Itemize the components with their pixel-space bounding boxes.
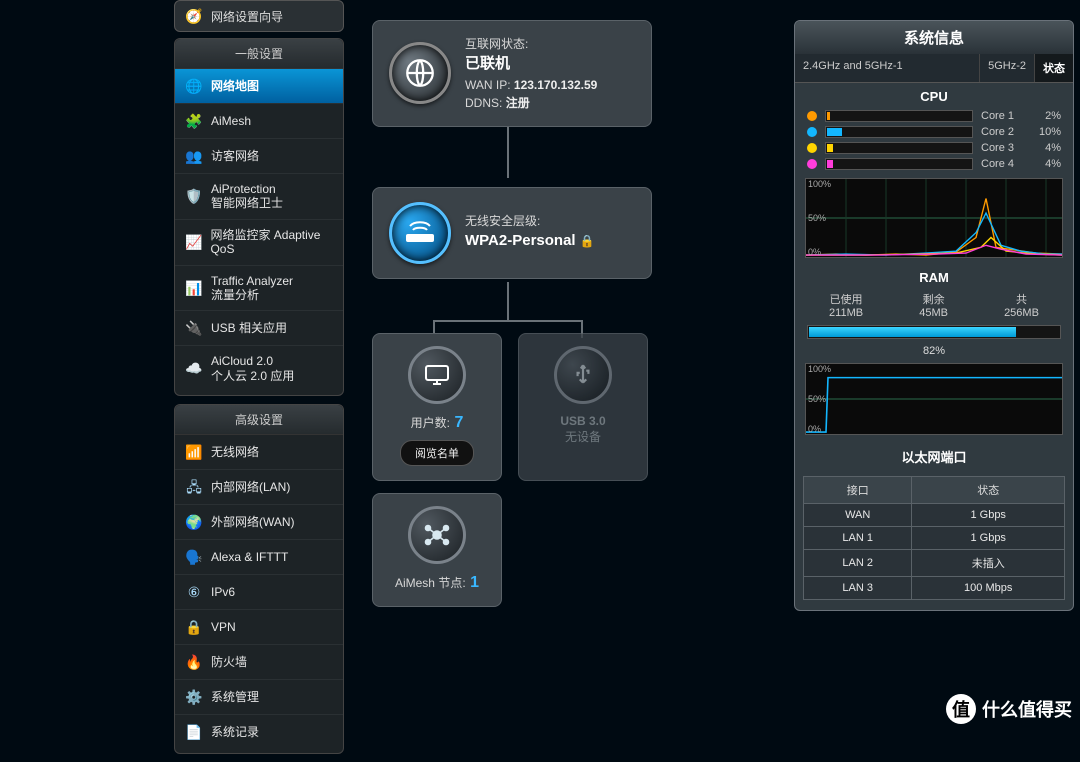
globe-icon	[389, 42, 451, 104]
wizard-icon: 🧭	[185, 7, 203, 25]
status-panel: 系统信息 2.4GHz and 5GHz-15GHz-2状态 CPU Core …	[794, 20, 1074, 611]
nav-icon: 🌍	[185, 513, 203, 531]
sidebar-item[interactable]: 🌍外部网络(WAN)	[175, 504, 343, 539]
nav-icon: 📊	[185, 279, 203, 297]
nav-icon: 🌐	[185, 77, 203, 95]
sidebar-group-advanced: 高级设置 📶无线网络🖧内部网络(LAN)🌍外部网络(WAN)🗣️Alexa & …	[174, 404, 344, 754]
ram-summary: 已使用211MB 剩余45MB 共256MB	[795, 289, 1073, 321]
nav-icon: 🖧	[185, 478, 203, 496]
status-tab[interactable]: 2.4GHz and 5GHz-1	[795, 54, 980, 82]
nav-icon: 🔒	[185, 618, 203, 636]
ram-heading: RAM	[795, 264, 1073, 289]
nav-icon: 🗣️	[185, 548, 203, 566]
sidebar-item[interactable]: 🗣️Alexa & IFTTT	[175, 539, 343, 574]
nav-icon: 🛡️	[185, 187, 203, 205]
status-tab[interactable]: 状态	[1035, 54, 1073, 82]
clients-card[interactable]: 用户数: 7 阅览名单	[372, 333, 502, 481]
ram-bar	[807, 325, 1061, 339]
wizard-label: 网络设置向导	[211, 8, 283, 25]
sidebar-item[interactable]: 📶无线网络	[175, 435, 343, 469]
cpu-core-row: Core 12%	[795, 108, 1073, 124]
sidebar-item[interactable]: 🖧内部网络(LAN)	[175, 469, 343, 504]
eth-table: 接口状态WAN1 GbpsLAN 11 GbpsLAN 2未插入LAN 3100…	[803, 476, 1065, 600]
status-tab[interactable]: 5GHz-2	[980, 54, 1035, 82]
sidebar-item[interactable]: 🔥防火墙	[175, 644, 343, 679]
aimesh-icon	[408, 506, 466, 564]
main-area: 互联网状态: 已联机 WAN IP: 123.170.132.59 DDNS: …	[348, 0, 1080, 762]
sidebar-group-general: 一般设置 🌐网络地图🧩AiMesh👥访客网络🛡️AiProtection 智能网…	[174, 38, 344, 396]
nav-icon: ⚙️	[185, 688, 203, 706]
usb-card[interactable]: USB 3.0 无设备	[518, 333, 648, 481]
cpu-core-row: Core 44%	[795, 156, 1073, 172]
sidebar-item[interactable]: 📄系统记录	[175, 714, 343, 749]
sidebar-item[interactable]: 🛡️AiProtection 智能网络卫士	[175, 173, 343, 219]
usb-icon	[554, 346, 612, 404]
sidebar-item-wizard[interactable]: 🧭 网络设置向导	[174, 0, 344, 32]
security-card[interactable]: 无线安全层级: WPA2-Personal🔒	[372, 187, 652, 279]
internet-card[interactable]: 互联网状态: 已联机 WAN IP: 123.170.132.59 DDNS: …	[372, 20, 652, 127]
router-icon	[389, 202, 451, 264]
nav-icon: 📄	[185, 723, 203, 741]
nav-icon: 🔌	[185, 319, 203, 337]
ram-graph: 100%50%0%	[805, 363, 1063, 435]
aimesh-row: AiMesh 节点: 1	[372, 493, 662, 607]
mini-row: 用户数: 7 阅览名单 USB 3.0 无设备	[372, 333, 662, 481]
nav-icon: 👥	[185, 147, 203, 165]
cpu-core-row: Core 210%	[795, 124, 1073, 140]
group-title-advanced: 高级设置	[175, 405, 343, 435]
sidebar-item[interactable]: 🔒VPN	[175, 609, 343, 644]
sidebar: 🧭 网络设置向导 一般设置 🌐网络地图🧩AiMesh👥访客网络🛡️AiProte…	[170, 0, 348, 762]
sidebar-item[interactable]: ☁️AiCloud 2.0 个人云 2.0 应用	[175, 345, 343, 391]
security-info: 无线安全层级: WPA2-Personal🔒	[465, 212, 595, 253]
nav-icon: 🧩	[185, 112, 203, 130]
lock-icon: 🔒	[580, 234, 595, 248]
sidebar-item[interactable]: ⑥IPv6	[175, 574, 343, 609]
status-title: 系统信息	[795, 21, 1073, 54]
group-title-general: 一般设置	[175, 39, 343, 69]
sidebar-item[interactable]: 📈网络监控家 Adaptive QoS	[175, 219, 343, 265]
sidebar-item[interactable]: 🌐网络地图	[175, 69, 343, 103]
cpu-heading: CPU	[795, 83, 1073, 108]
nav-icon: 📶	[185, 443, 203, 461]
nav-icon: ☁️	[185, 360, 203, 378]
watermark: 值 什么值得买	[946, 694, 1072, 724]
sidebar-item[interactable]: 📊Traffic Analyzer 流量分析	[175, 265, 343, 311]
nav-icon: ⑥	[185, 583, 203, 601]
status-tabs: 2.4GHz and 5GHz-15GHz-2状态	[795, 54, 1073, 83]
watermark-icon: 值	[946, 694, 976, 724]
sidebar-item[interactable]: 👥访客网络	[175, 138, 343, 173]
nav-icon: 🔥	[185, 653, 203, 671]
monitor-icon	[408, 346, 466, 404]
sidebar-item[interactable]: 🔌USB 相关应用	[175, 310, 343, 345]
cpu-core-row: Core 34%	[795, 140, 1073, 156]
view-list-button[interactable]: 阅览名单	[400, 440, 474, 466]
sidebar-item[interactable]: ⚙️系统管理	[175, 679, 343, 714]
eth-heading: 以太网端口	[795, 441, 1073, 470]
nav-icon: 📈	[185, 233, 202, 251]
aimesh-card[interactable]: AiMesh 节点: 1	[372, 493, 502, 607]
internet-info: 互联网状态: 已联机 WAN IP: 123.170.132.59 DDNS: …	[465, 35, 597, 112]
sidebar-item[interactable]: 🧩AiMesh	[175, 103, 343, 138]
cpu-graph: 100% 50% 0%	[805, 178, 1063, 258]
